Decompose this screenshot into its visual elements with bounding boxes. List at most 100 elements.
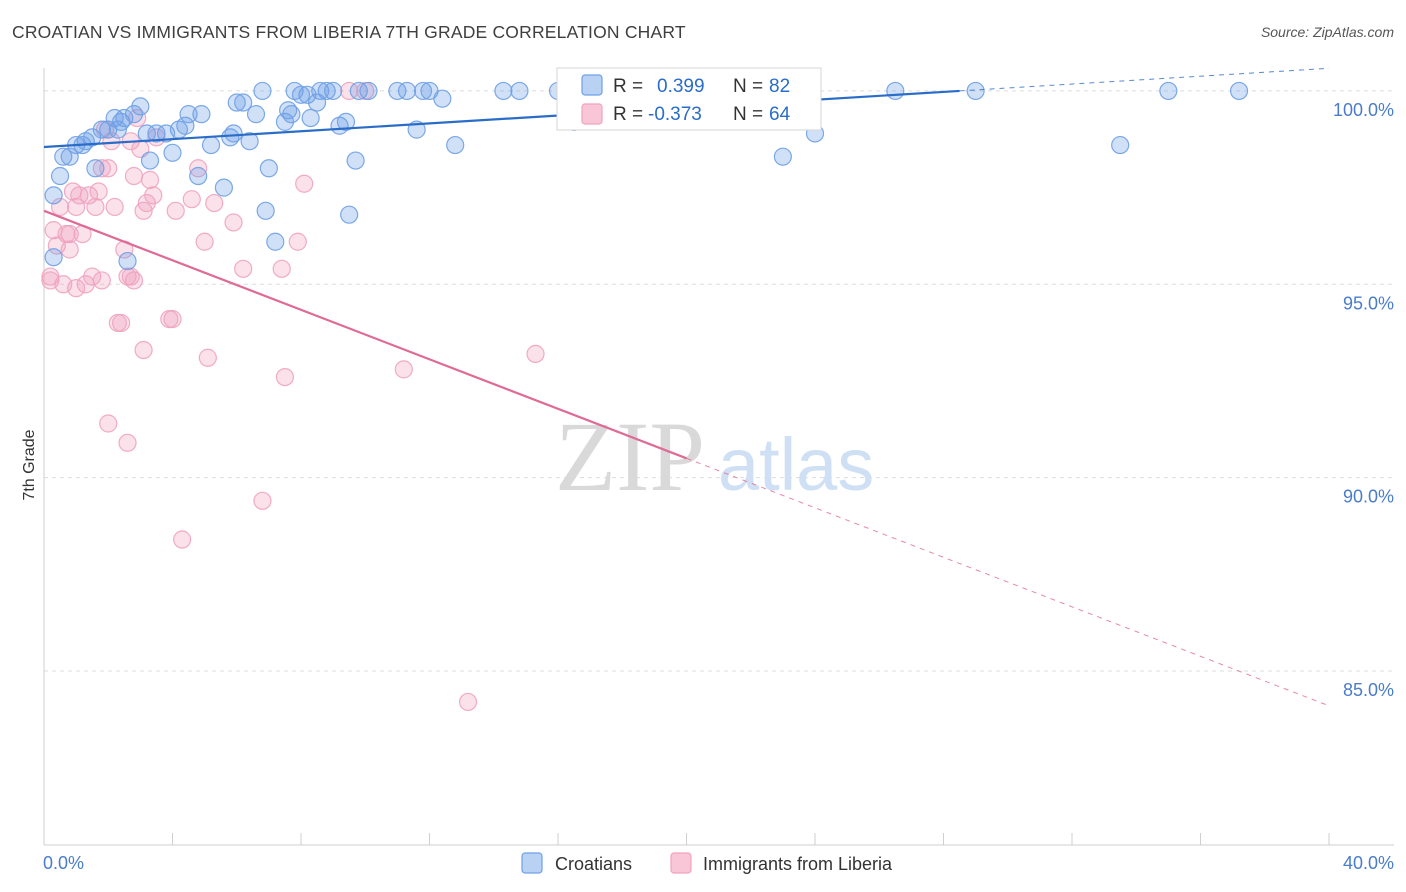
croatian-point [189, 166, 208, 186]
legend-n-label-liberia: N = [733, 104, 763, 125]
liberia-point [83, 267, 102, 286]
legend-n-label-croatians: N = [733, 76, 763, 97]
croatian-point [227, 93, 246, 112]
liberia-point [163, 309, 182, 329]
liberia-point [105, 197, 124, 217]
croatian-point [336, 112, 356, 131]
liberia-point [67, 197, 86, 217]
liberia-point [67, 279, 86, 298]
liberia-point [60, 240, 79, 259]
x-tick-label-max: 40.0% [1343, 853, 1394, 873]
croatian-point [1229, 81, 1249, 101]
axes [43, 68, 1394, 846]
liberia-point [526, 344, 545, 363]
y-tick-labels: 100.0% 95.0% 90.0% 85.0% [1333, 100, 1394, 700]
croatian-point [510, 81, 529, 101]
liberia-point [147, 128, 166, 147]
liberia-point [134, 340, 153, 360]
liberia-point [124, 166, 144, 186]
legend-r-value-croatians: 0.399 [657, 76, 705, 97]
croatian-point [54, 147, 73, 166]
x-tick-label-min: 0.0% [43, 853, 84, 873]
croatian-point [324, 81, 343, 101]
liberia-point [195, 232, 214, 251]
croatian-point [86, 159, 105, 178]
liberia-point [288, 232, 307, 251]
croatian-point [118, 251, 137, 271]
liberia-point [92, 271, 111, 290]
liberia-point [99, 159, 118, 178]
croatian-point [266, 232, 285, 251]
croatian-point [317, 81, 336, 101]
croatian-point [259, 159, 278, 178]
croatian-point [340, 205, 359, 224]
liberia-point [458, 692, 478, 712]
croatian-trend-extension [959, 67, 1330, 92]
liberia-point [275, 367, 295, 387]
croatian-point [1159, 81, 1178, 101]
liberia-point [140, 170, 160, 189]
liberia-point [60, 224, 79, 244]
legend-swatch-liberia [581, 103, 603, 125]
liberia-point [205, 193, 224, 213]
croatian-point [246, 105, 266, 124]
liberia-trend-extension [686, 457, 1330, 707]
legend-n-value-croatians: 82 [769, 76, 790, 97]
liberia-point [102, 132, 121, 151]
watermark-atlas: atlas [718, 423, 874, 506]
grid-lines [44, 90, 1394, 672]
croatian-point [301, 108, 320, 128]
croatian-point [494, 81, 513, 101]
croatian-point [413, 81, 433, 101]
croatian-point [253, 81, 272, 101]
liberia-points [41, 81, 545, 712]
liberia-point [70, 186, 89, 205]
croatian-point [179, 105, 198, 124]
croatian-point [773, 147, 792, 166]
liberia-point [173, 530, 192, 549]
legend-r-label-croatians: R = [613, 76, 643, 97]
croatian-point [388, 81, 407, 101]
croatian-point [224, 124, 243, 143]
y-tick-label: 85.0% [1343, 680, 1394, 700]
croatian-point [50, 166, 70, 186]
croatian-point [240, 132, 259, 151]
liberia-point [253, 491, 272, 510]
liberia-point [99, 414, 118, 433]
liberia-point [234, 259, 253, 278]
liberia-point [50, 197, 70, 217]
legend-r-label-liberia: R = [613, 104, 643, 125]
liberia-point [86, 197, 105, 217]
series-swatch-croatians [521, 852, 543, 874]
liberia-point [118, 433, 137, 452]
liberia-point [189, 159, 208, 178]
croatian-point [397, 81, 417, 101]
croatian-point [44, 248, 63, 267]
liberia-point [166, 201, 185, 220]
croatian-point [359, 81, 378, 101]
croatian-point [147, 124, 166, 143]
legend-r-value-liberia: -0.373 [648, 104, 702, 125]
croatian-point [282, 105, 301, 124]
liberia-point [295, 174, 314, 193]
liberia-point [144, 186, 163, 205]
croatian-point [307, 93, 327, 112]
liberia-trend-line [43, 209, 687, 460]
liberia-point [182, 190, 201, 209]
correlation-legend: R = 0.399 N = 82 R = -0.373 N = 64 [556, 67, 822, 131]
liberia-point [394, 360, 413, 379]
croatian-point [433, 89, 452, 108]
y-tick-label: 90.0% [1343, 487, 1394, 507]
source-credit: Source: ZipAtlas.com [1260, 24, 1394, 40]
croatian-point [137, 124, 156, 143]
y-tick-label: 95.0% [1343, 293, 1394, 313]
series-swatch-liberia [670, 852, 692, 874]
croatian-point [886, 81, 905, 101]
croatian-point [234, 93, 253, 112]
croatian-point [192, 105, 211, 124]
croatian-point [44, 186, 63, 205]
liberia-point [92, 159, 111, 178]
croatian-point [92, 120, 111, 139]
croatian-point [346, 151, 365, 170]
